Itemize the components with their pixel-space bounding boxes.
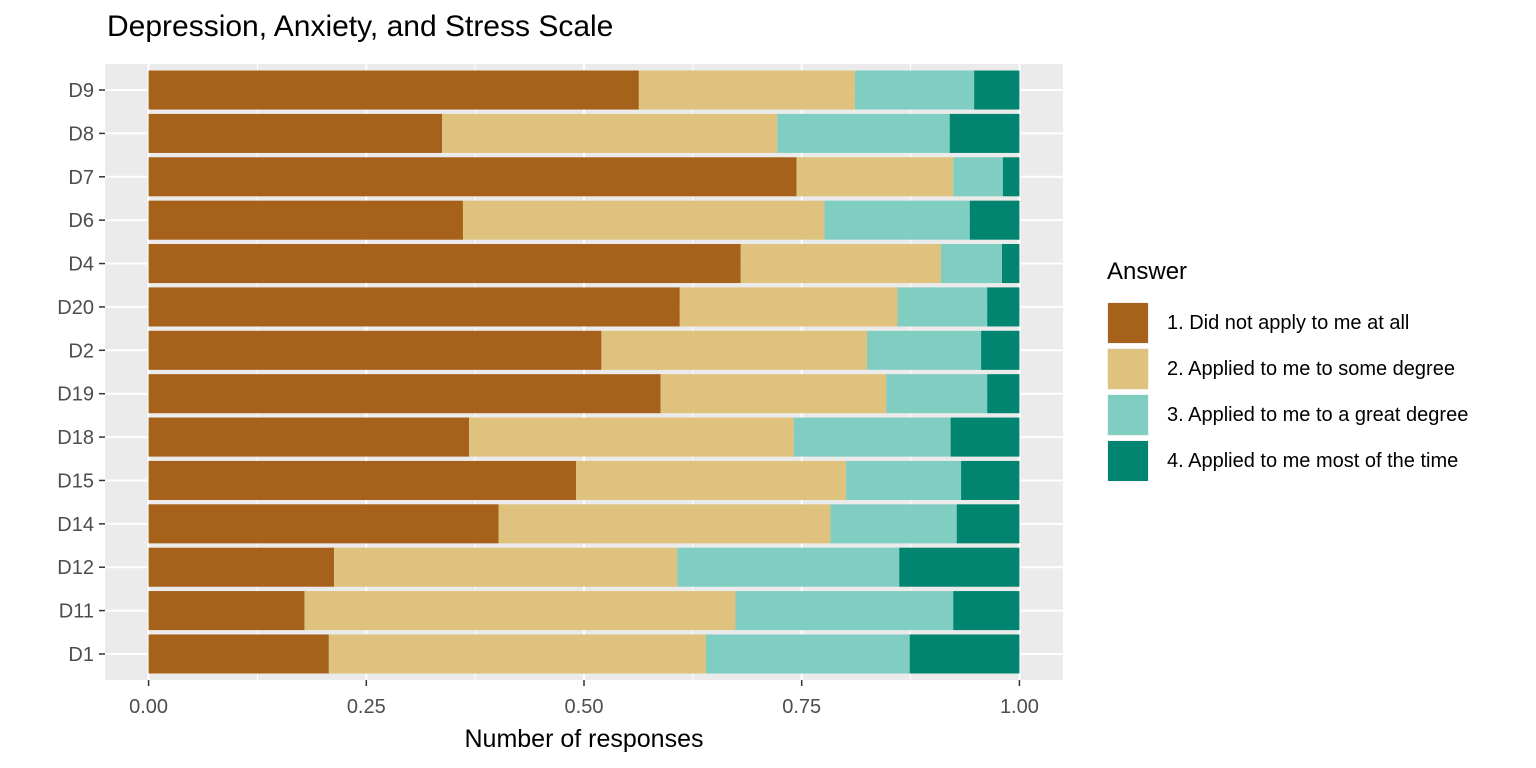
y-tick-label: D18 — [57, 427, 94, 449]
bar-D11-s3 — [735, 591, 954, 631]
bar-D9-s3 — [854, 70, 975, 110]
legend-key — [1107, 440, 1149, 482]
bar-D11-s2 — [304, 591, 736, 631]
bar-D20-s2 — [679, 287, 898, 327]
y-tick-label: D4 — [68, 254, 94, 276]
y-tick-label: D2 — [68, 340, 94, 362]
legend-label: 3. Applied to me to a great degree — [1167, 403, 1469, 426]
legend-key — [1107, 348, 1149, 390]
bar-D8-s2 — [442, 113, 778, 153]
x-tick-label: 0.00 — [129, 696, 168, 718]
legend-item: 4. Applied to me most of the time — [1107, 438, 1468, 484]
y-tick-label: D19 — [57, 384, 94, 406]
legend-label: 2. Applied to me to some degree — [1167, 357, 1455, 380]
bar-D4-s4 — [1001, 244, 1020, 284]
y-tick-label: D7 — [68, 167, 94, 189]
legend-label: 1. Did not apply to me at all — [1167, 311, 1410, 334]
bar-D14-s2 — [498, 504, 831, 544]
bar-D15-s3 — [846, 460, 962, 500]
legend-title: Answer — [1107, 258, 1188, 285]
bar-D18-s4 — [950, 417, 1020, 457]
bar-D18-s2 — [469, 417, 794, 457]
bar-D9-s2 — [638, 70, 855, 110]
bars — [148, 70, 1020, 674]
bar-D19-s4 — [987, 374, 1020, 414]
bar-D8-s3 — [777, 113, 950, 153]
bar-D6-s2 — [462, 200, 825, 240]
x-tick-label: 0.50 — [565, 696, 604, 718]
bar-D1-s3 — [705, 634, 910, 674]
bar-D19-s1 — [148, 374, 661, 414]
y-tick-label: D11 — [59, 601, 94, 623]
bar-D6-s3 — [824, 200, 970, 240]
legend-key — [1107, 394, 1149, 436]
bar-D2-s1 — [148, 330, 602, 370]
legend-key — [1107, 302, 1149, 344]
x-tick-label: 0.25 — [347, 696, 386, 718]
bar-D8-s1 — [148, 113, 443, 153]
bar-D7-s3 — [953, 157, 1003, 197]
bar-D18-s3 — [793, 417, 951, 457]
bar-D7-s4 — [1002, 157, 1020, 197]
bar-D8-s4 — [949, 113, 1020, 153]
bar-D2-s4 — [981, 330, 1020, 370]
legend-item: 1. Did not apply to me at all — [1107, 300, 1468, 346]
x-tick-label: 1.00 — [1000, 696, 1039, 718]
bar-D14-s1 — [148, 504, 499, 544]
bar-D18-s1 — [148, 417, 470, 457]
legend-label: 4. Applied to me most of the time — [1167, 449, 1459, 472]
bar-D11-s4 — [953, 591, 1020, 631]
bar-D12-s3 — [677, 547, 900, 587]
bar-D6-s4 — [969, 200, 1020, 240]
y-tick-label: D8 — [68, 123, 94, 145]
y-tick-label: D9 — [68, 80, 94, 102]
legend: Answer 1. Did not apply to me at all 2. A… — [1107, 258, 1468, 484]
bar-D15-s2 — [576, 460, 847, 500]
y-tick-label: D1 — [68, 644, 94, 666]
bar-D2-s3 — [867, 330, 982, 370]
bar-D2-s2 — [601, 330, 868, 370]
y-tick-label: D14 — [57, 514, 94, 536]
legend-item: 2. Applied to me to some degree — [1107, 346, 1468, 392]
bar-D12-s4 — [899, 547, 1020, 587]
bar-D1-s4 — [909, 634, 1020, 674]
bar-D4-s2 — [740, 244, 942, 284]
bar-D1-s1 — [148, 634, 329, 674]
y-tick-label: D20 — [57, 297, 94, 319]
bar-D9-s1 — [148, 70, 639, 110]
bar-D12-s2 — [334, 547, 678, 587]
bar-D14-s3 — [830, 504, 957, 544]
bar-D20-s3 — [897, 287, 988, 327]
bar-D4-s3 — [941, 244, 1002, 284]
x-axis-label: Number of responses — [464, 725, 703, 753]
y-tick-label: D12 — [57, 557, 94, 579]
y-tick-label: D6 — [68, 210, 94, 232]
bar-D19-s3 — [886, 374, 988, 414]
bar-D14-s4 — [956, 504, 1020, 544]
bar-D20-s4 — [987, 287, 1020, 327]
bar-D7-s1 — [148, 157, 797, 197]
bar-D11-s1 — [148, 591, 305, 631]
y-tick-label: D15 — [57, 470, 94, 492]
bar-D1-s2 — [328, 634, 706, 674]
legend-items: 1. Did not apply to me at all 2. Applied … — [1107, 300, 1468, 484]
chart-title: Depression, Anxiety, and Stress Scale — [107, 10, 614, 43]
bar-D6-s1 — [148, 200, 463, 240]
bar-D9-s4 — [974, 70, 1020, 110]
bar-D15-s4 — [961, 460, 1020, 500]
bar-D19-s2 — [660, 374, 887, 414]
chart-plot: D1 D11 D12 D14 D15 D18 D19 D2 D20 D4 D6 D7 D8 D9 0.00 0… — [57, 64, 1063, 753]
axes: D1 D11 D12 D14 D15 D18 D19 D2 D20 D4 D6 D7 D8 D9 0.00 0… — [57, 80, 1039, 718]
bar-D15-s1 — [148, 460, 577, 500]
bar-D12-s1 — [148, 547, 335, 587]
legend-item: 3. Applied to me to a great degree — [1107, 392, 1468, 438]
bar-D7-s2 — [796, 157, 954, 197]
bar-D20-s1 — [148, 287, 680, 327]
bar-D4-s1 — [148, 244, 741, 284]
x-tick-label: 0.75 — [782, 696, 821, 718]
